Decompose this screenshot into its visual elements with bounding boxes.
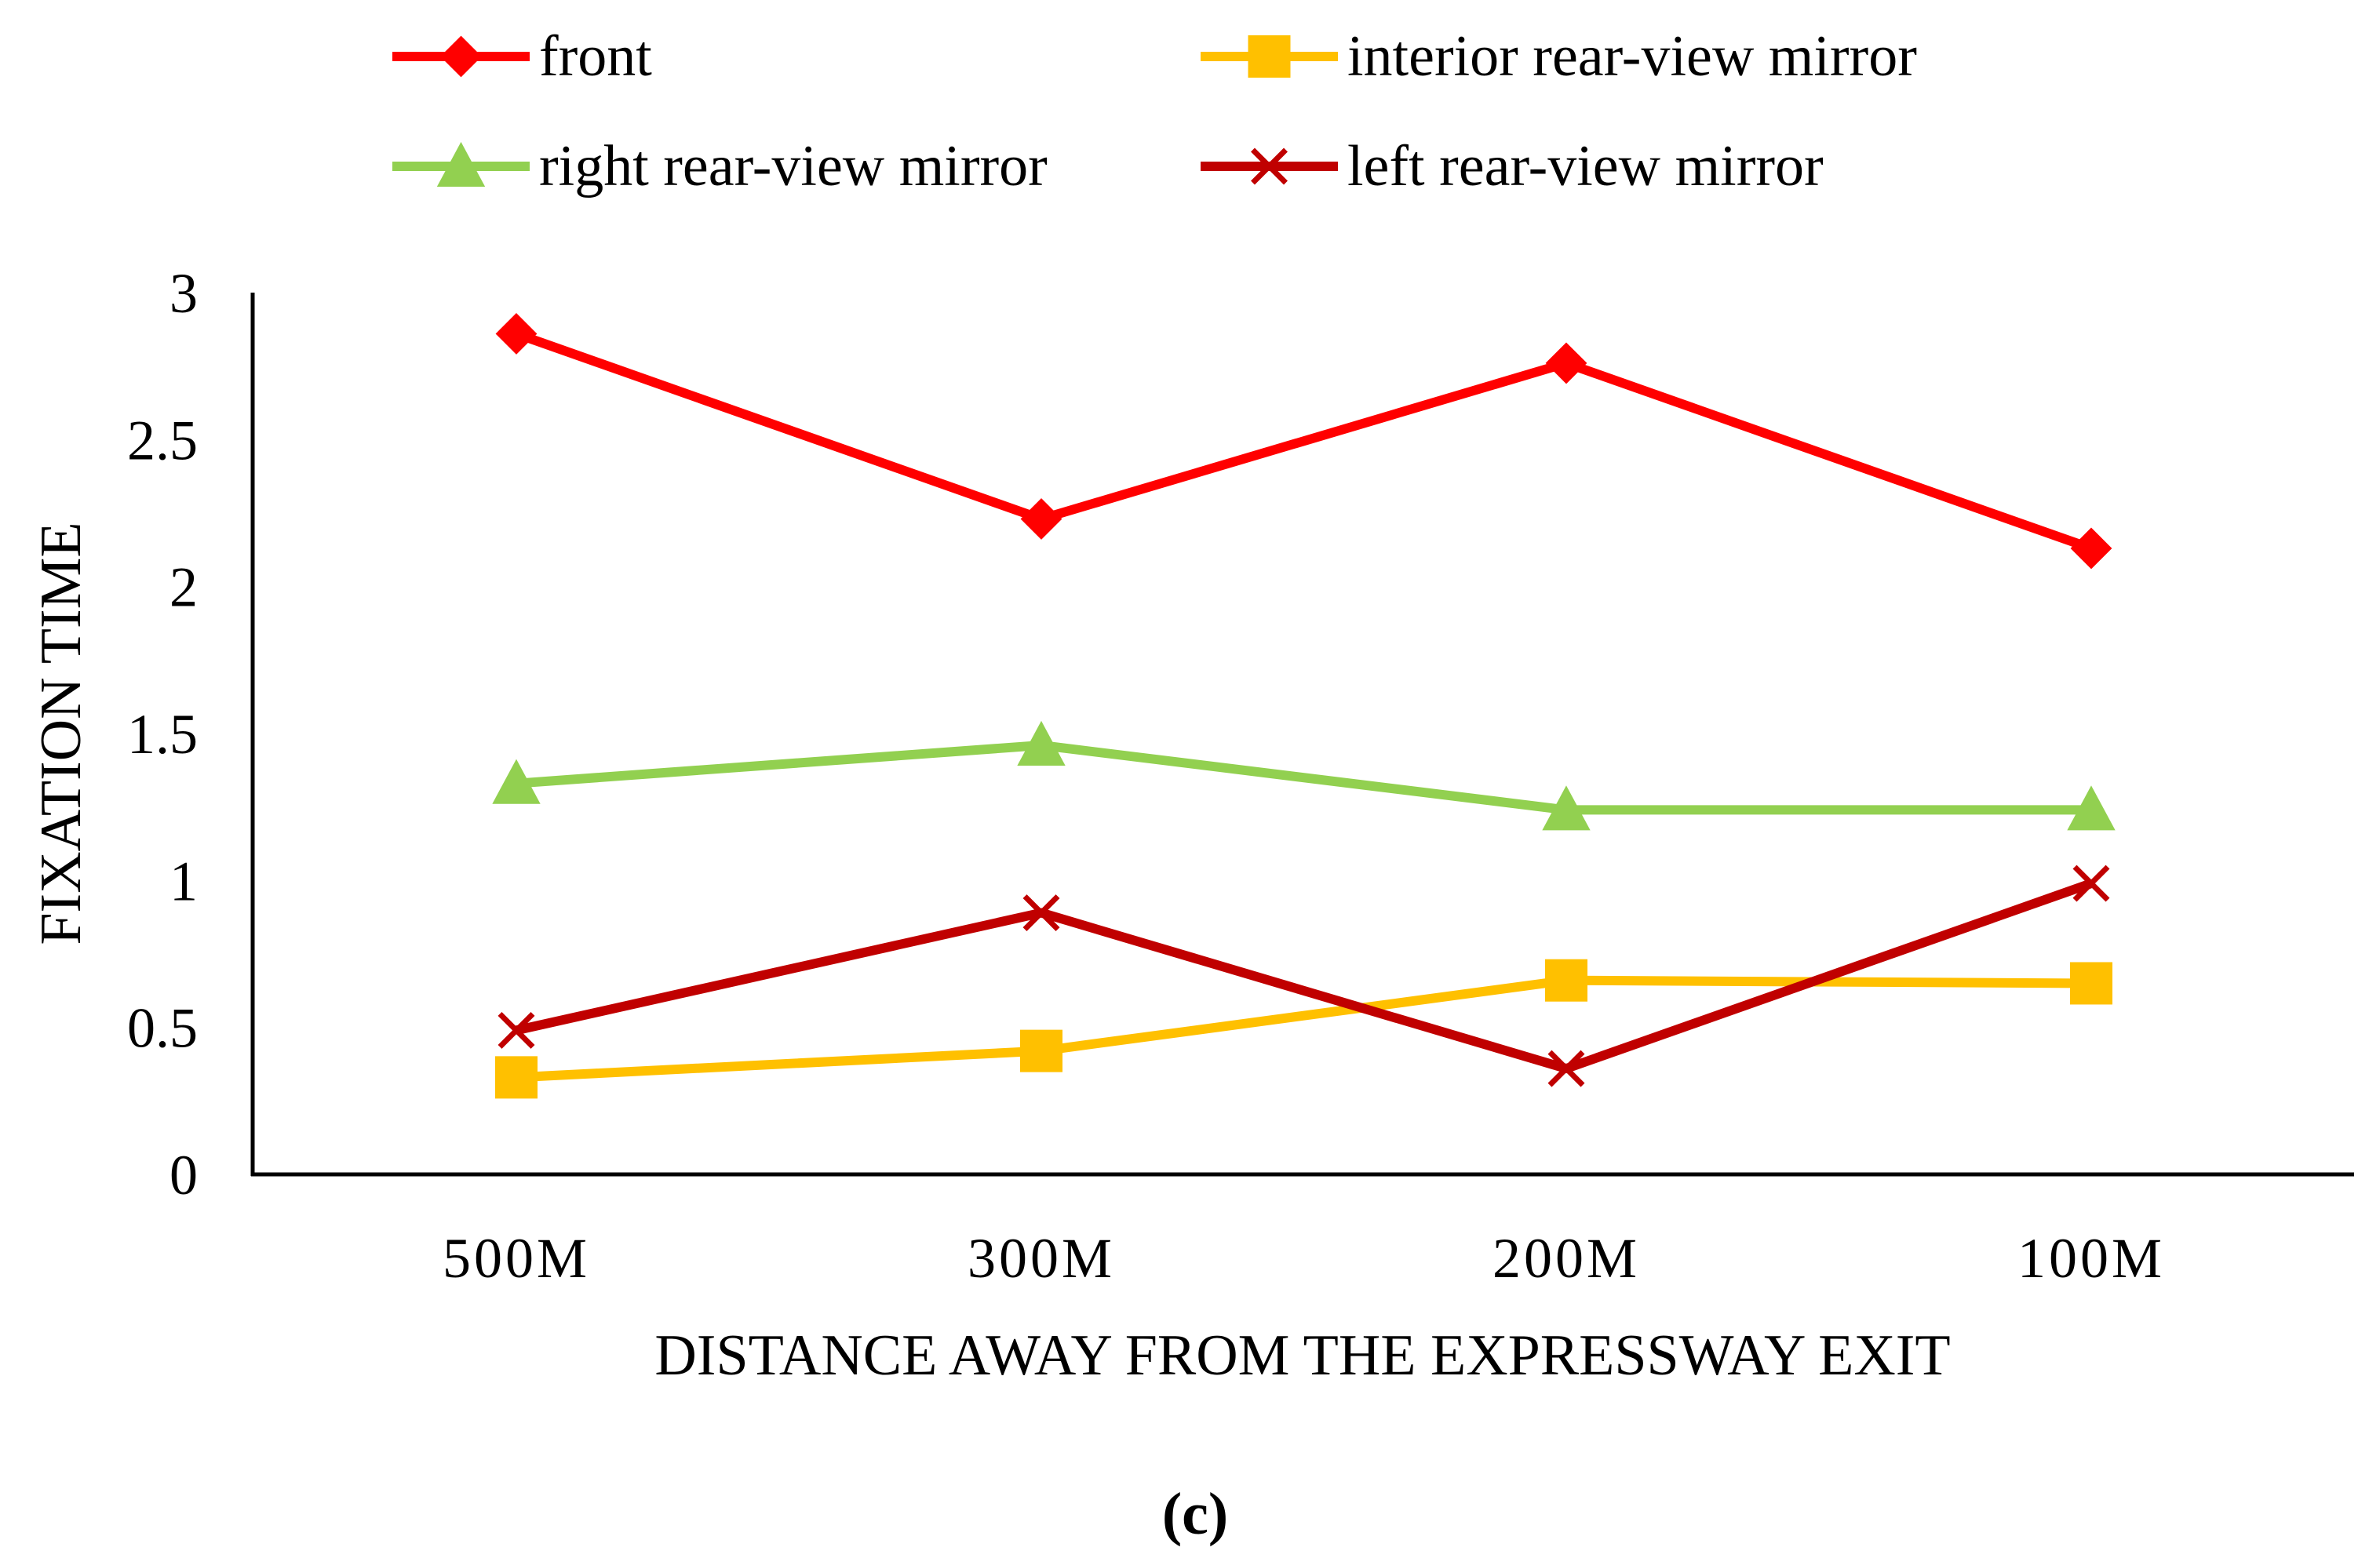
legend-marker bbox=[440, 35, 482, 78]
series-line bbox=[516, 740, 2091, 815]
series-group bbox=[492, 313, 2116, 1099]
series-diamond bbox=[495, 313, 2112, 570]
series-square bbox=[495, 959, 2112, 1099]
x-tick-label: 300M bbox=[968, 1227, 1115, 1290]
data-point bbox=[1547, 1050, 1585, 1087]
axes bbox=[250, 293, 2354, 1177]
legend-item: front bbox=[392, 24, 652, 89]
legend-label: left rear-view mirror bbox=[1347, 134, 1824, 198]
y-tick-label: 3 bbox=[169, 262, 198, 325]
legend-marker bbox=[1248, 35, 1291, 78]
y-tick-label: 1.5 bbox=[127, 703, 198, 766]
data-point bbox=[1020, 498, 1062, 540]
data-point bbox=[2070, 527, 2112, 570]
data-point bbox=[1022, 894, 1060, 932]
data-point bbox=[492, 759, 541, 804]
series-line bbox=[515, 879, 2093, 1074]
data-point bbox=[1542, 785, 1591, 831]
legend-item: right rear-view mirror bbox=[392, 134, 1048, 198]
legend-item: left rear-view mirror bbox=[1201, 134, 1824, 198]
legend: front interior rear-view mirror right rear… bbox=[392, 24, 1917, 198]
data-point bbox=[498, 1011, 535, 1049]
x-axis-title: DISTANCE AWAY FROM THE EXPRESSWAY EXIT bbox=[654, 1323, 1950, 1388]
legend-item: interior rear-view mirror bbox=[1201, 24, 1917, 89]
legend-label: right rear-view mirror bbox=[539, 134, 1048, 198]
y-axis-title: FIXATION TIME bbox=[29, 522, 93, 945]
data-point bbox=[2070, 962, 2112, 1005]
x-tick-label: 100M bbox=[2017, 1227, 2165, 1290]
data-point bbox=[1545, 342, 1587, 384]
data-point bbox=[2072, 865, 2110, 902]
figure-caption: (c) bbox=[1162, 1481, 1228, 1547]
data-point bbox=[495, 313, 538, 355]
y-tick-label: 1 bbox=[169, 850, 198, 912]
legend-label: interior rear-view mirror bbox=[1347, 24, 1917, 89]
x-tick-labels: 500M 300M 200M 100M bbox=[443, 1227, 2165, 1290]
legend-marker bbox=[436, 141, 486, 187]
series-x bbox=[498, 865, 2110, 1087]
y-tick-label: 0.5 bbox=[127, 997, 198, 1060]
legend-marker bbox=[1251, 147, 1288, 185]
series-triangle bbox=[492, 720, 2116, 831]
series-line bbox=[516, 975, 2092, 1083]
y-tick-label: 0 bbox=[169, 1144, 198, 1207]
x-tick-label: 500M bbox=[443, 1227, 590, 1290]
data-point bbox=[2067, 785, 2116, 831]
legend-label: front bbox=[539, 24, 652, 89]
data-point bbox=[1545, 959, 1587, 1002]
data-point bbox=[1020, 1029, 1062, 1072]
series-line bbox=[515, 329, 2093, 553]
y-tick-label: 2 bbox=[169, 556, 198, 619]
y-tick-label: 2.5 bbox=[127, 409, 198, 471]
y-tick-labels: 0 0.5 1 1.5 2 2.5 3 bbox=[127, 262, 198, 1207]
data-point bbox=[495, 1056, 538, 1099]
x-tick-label: 200M bbox=[1493, 1227, 1640, 1290]
data-point bbox=[1017, 720, 1066, 766]
